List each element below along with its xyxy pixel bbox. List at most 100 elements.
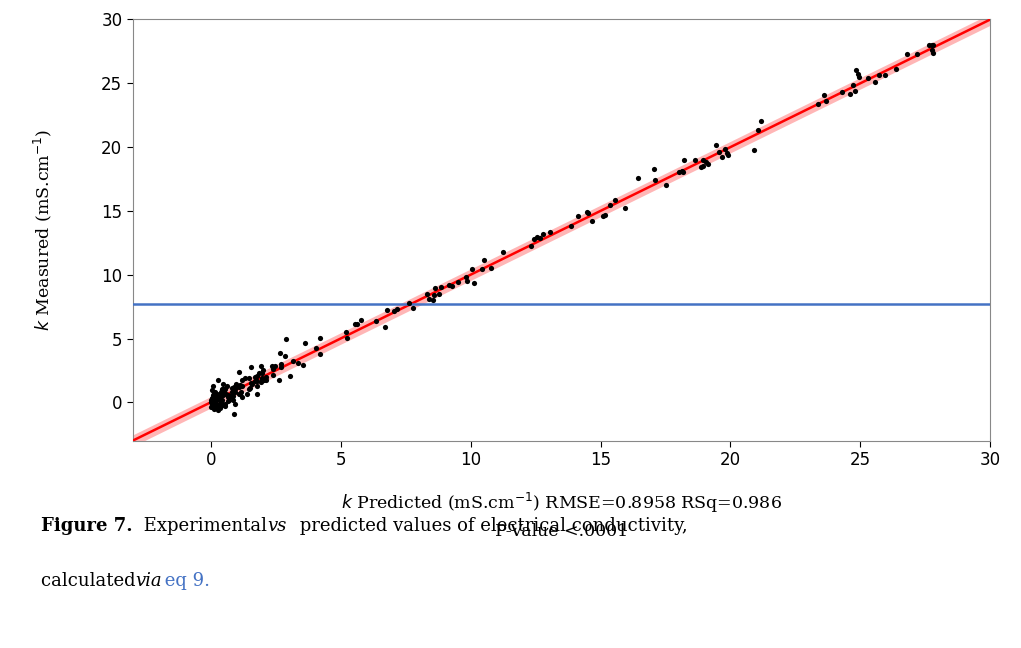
Point: [474, 264, 490, 274]
Point: [887, 64, 904, 74]
Point: [717, 144, 733, 154]
Point: [712, 146, 728, 157]
Point: [231, 381, 247, 391]
Point: [225, 395, 241, 405]
Point: [715, 152, 731, 162]
Point: [852, 72, 868, 82]
Point: [296, 338, 312, 348]
Point: [419, 288, 435, 299]
Point: [379, 305, 395, 315]
Point: [659, 179, 675, 190]
Point: [206, 398, 223, 408]
Point: [443, 281, 459, 291]
Point: [476, 255, 492, 265]
Point: [495, 247, 512, 257]
Point: [606, 194, 623, 205]
Point: [697, 157, 714, 168]
Point: [213, 399, 230, 410]
Point: [278, 333, 294, 343]
Point: [254, 368, 271, 378]
Point: [264, 361, 281, 371]
Point: [254, 373, 271, 384]
Point: [234, 375, 250, 385]
Point: [220, 381, 236, 391]
Point: [900, 49, 916, 60]
Point: [216, 399, 233, 409]
Point: [226, 382, 242, 393]
Point: [847, 86, 864, 97]
Point: [909, 49, 925, 60]
Point: [220, 396, 236, 406]
Point: [348, 319, 364, 329]
Point: [221, 395, 237, 405]
Point: [271, 375, 287, 385]
Text: P-Value <.0001: P-Value <.0001: [495, 523, 628, 540]
Point: [205, 393, 222, 403]
Point: [850, 69, 867, 79]
Point: [433, 282, 449, 292]
Point: [214, 385, 231, 395]
Point: [231, 382, 247, 393]
Point: [720, 150, 736, 161]
Point: [234, 381, 250, 391]
Point: [441, 280, 457, 290]
Point: [231, 367, 247, 377]
Point: [708, 140, 724, 150]
Point: [841, 89, 858, 99]
Point: [816, 90, 832, 100]
Point: [212, 400, 229, 410]
Point: [925, 48, 941, 58]
Point: [274, 358, 290, 369]
Point: [214, 385, 231, 395]
Point: [207, 395, 224, 406]
Point: [671, 167, 687, 178]
Point: [243, 362, 259, 373]
Point: [924, 45, 940, 55]
Point: [209, 400, 226, 410]
Point: [877, 69, 893, 80]
Point: [205, 390, 222, 400]
Point: [255, 365, 272, 376]
Point: [579, 207, 595, 217]
Point: [229, 379, 245, 389]
Point: [253, 377, 270, 388]
Text: eq 9.: eq 9.: [159, 572, 210, 590]
Point: [400, 298, 417, 308]
Point: [214, 400, 231, 411]
Point: [210, 375, 227, 385]
Point: [253, 361, 270, 371]
Point: [206, 386, 223, 397]
Point: [596, 209, 613, 220]
Text: $k$ Predicted (mS.cm$^{-1}$) RMSE=0.8958 RSq=0.986: $k$ Predicted (mS.cm$^{-1}$) RMSE=0.8958…: [341, 491, 782, 515]
Point: [431, 289, 447, 299]
Point: [694, 155, 711, 165]
Point: [647, 175, 664, 185]
Point: [264, 370, 281, 380]
Point: [694, 161, 711, 171]
Point: [563, 221, 579, 231]
Point: [867, 77, 883, 87]
Point: [254, 375, 271, 385]
Point: [212, 397, 229, 408]
Point: [213, 391, 230, 401]
Point: [244, 378, 260, 389]
Point: [601, 200, 618, 210]
Point: [214, 389, 231, 400]
Point: [242, 383, 258, 393]
Point: [214, 384, 231, 394]
Point: [216, 386, 233, 396]
Point: [686, 155, 702, 165]
Point: [247, 372, 263, 382]
Point: [209, 393, 226, 403]
Point: [307, 343, 324, 353]
Point: [204, 400, 221, 410]
Point: [223, 391, 239, 401]
Point: [924, 40, 940, 51]
Point: [629, 173, 645, 183]
Point: [311, 333, 328, 343]
Point: [570, 211, 586, 221]
Point: [249, 389, 265, 399]
Point: [529, 231, 545, 242]
Point: [674, 166, 690, 176]
Point: [206, 400, 223, 410]
